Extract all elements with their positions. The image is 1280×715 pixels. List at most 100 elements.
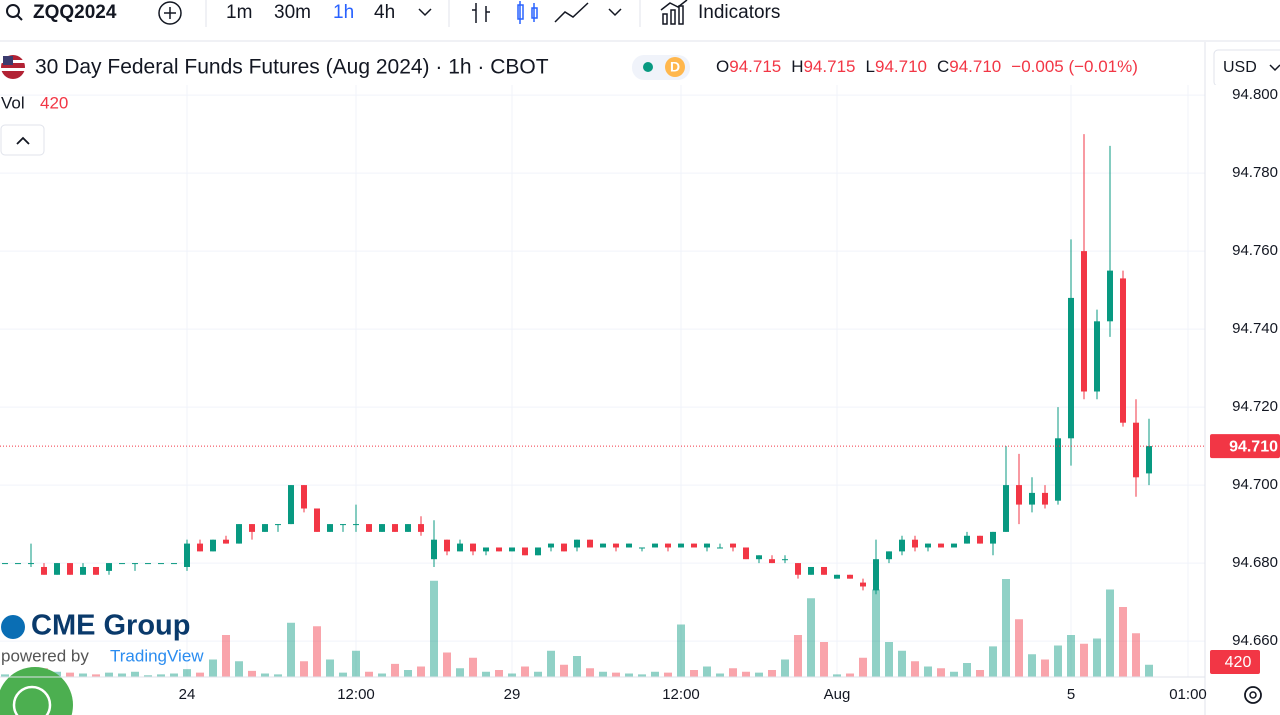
volume-bar [235,661,243,677]
y-tick-label: 94.720 [1232,398,1278,415]
volume-label: Vol [1,93,25,112]
collapse-button[interactable] [0,124,45,156]
y-tick-label: 94.800 [1232,86,1278,103]
y-tick-label: 94.700 [1232,476,1278,493]
volume-bar [495,670,503,677]
candle-body [821,566,827,575]
ohlc-value: 94.715 [804,57,856,76]
volume-bar [157,674,165,677]
candle-body [743,547,749,560]
style-menu[interactable] [608,8,622,17]
area-style-icon[interactable] [554,2,589,23]
candle-body [249,524,255,532]
volume-bar [573,656,581,677]
interval[interactable]: 1m [226,2,252,23]
volume-bar [547,650,555,677]
candle-style-icon[interactable] [517,1,538,24]
volume-bar [937,668,945,677]
interval-menu[interactable] [418,8,432,17]
volume-bar [950,671,958,677]
volume-value: 420 [40,93,68,112]
volume-bar [365,671,373,677]
volume-bar [183,669,191,677]
volume-bar [638,674,646,677]
indicators-button[interactable]: Indicators [698,2,780,23]
candle-body [236,524,242,544]
volume-bar [391,663,399,677]
y-tick-label: 94.740 [1232,320,1278,337]
search-icon[interactable] [6,4,20,18]
bar-style-icon[interactable] [472,3,490,23]
volume-bar [274,674,282,677]
candle-body [470,543,476,552]
candle-body [951,543,957,548]
tradingview-link[interactable]: TradingView [110,646,204,665]
candle-body [431,539,437,560]
volume-bar [768,670,776,677]
volume-bar [1028,654,1036,677]
volume-bar [170,673,178,677]
candle-body [353,524,359,526]
candle-body [899,539,905,552]
candle-body [483,547,489,552]
candle-body [782,559,788,561]
candle-body [548,543,554,548]
candle-body [1042,492,1048,505]
candle-body [275,524,281,526]
candle-body [197,543,203,552]
interval[interactable]: 30m [274,2,311,23]
y-tick-label: 94.660 [1232,632,1278,649]
symbol[interactable]: ZQQ2024 [33,2,117,23]
volume-bar [144,675,152,677]
candle-body [93,566,99,575]
volume-bar [222,635,230,677]
currency[interactable]: USD [1223,59,1257,76]
interval[interactable]: 4h [374,2,395,23]
candle-body [561,543,567,552]
volume-bar [105,672,113,677]
volume-bar [963,663,971,677]
volume-bar [339,672,347,677]
candle-body [574,539,580,548]
volume-bar [261,673,269,677]
toolbar: ZQQ2024 1m 30m 1h 4h Indicators [0,0,1280,42]
candle-body [457,543,463,552]
candle-body [847,574,853,579]
price-axis [1205,85,1280,677]
settings-button[interactable] [1244,686,1262,704]
candle-body [1094,321,1100,392]
volume-bar [807,598,815,677]
volume-bar [196,672,204,677]
volume-bar [131,671,139,677]
volume-tag [1210,650,1260,674]
candle-body [1068,297,1074,439]
candle-body [808,566,814,575]
volume-bar [1132,633,1140,677]
volume-bar [833,674,841,677]
volume-bar [66,672,74,677]
volume-bar [924,666,932,677]
volume-bar [1002,579,1010,677]
price-change: −0.005 (−0.01%) [1011,57,1138,76]
candle-body [600,543,606,548]
candle-body [223,539,229,544]
cookie-button[interactable] [0,667,73,715]
candle-body [314,508,320,532]
volume-bar [1093,638,1101,677]
cme-logo: CME Group [31,610,191,642]
volume-bar [482,671,490,677]
candle-body [1003,485,1009,532]
volume-bar [1041,659,1049,677]
candle-body [704,543,710,548]
volume-bar [703,666,711,677]
add-symbol[interactable] [158,1,182,25]
candle-body [327,524,333,532]
volume-bar [599,671,607,677]
volume-bar [287,622,295,677]
chart-title: 30 Day Federal Funds Futures (Aug 2024) … [35,56,549,79]
indicators-icon[interactable] [660,0,688,25]
candle-body [366,524,372,532]
candle-body [613,543,619,548]
volume-bar [651,671,659,677]
interval-active[interactable]: 1h [333,2,354,23]
